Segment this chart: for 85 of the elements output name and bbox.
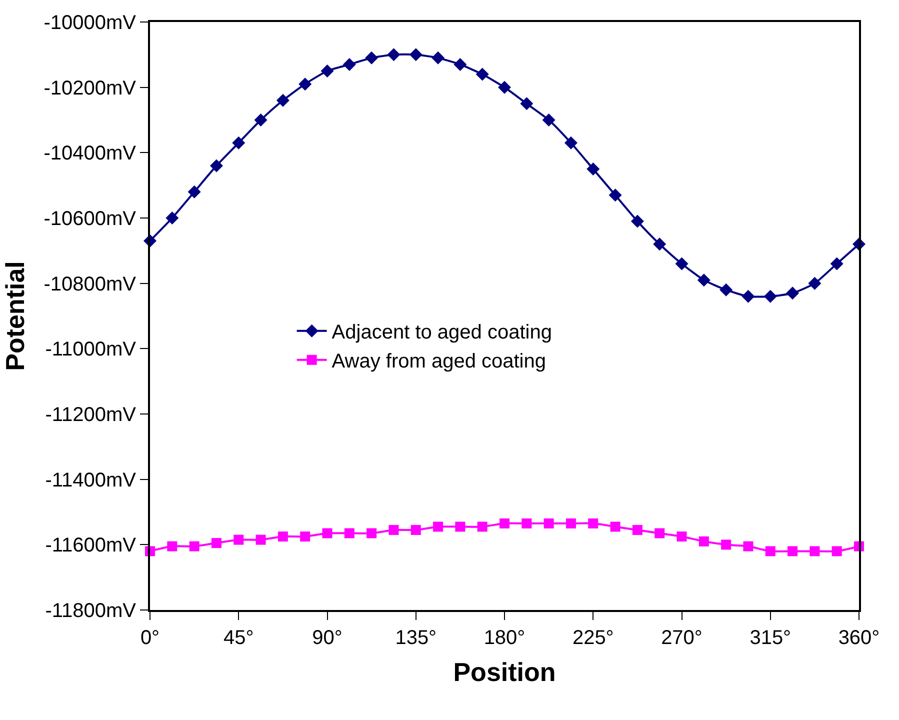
point: [500, 518, 510, 528]
point: [830, 257, 844, 270]
point: [608, 188, 622, 202]
x-tick-label: 270°: [661, 627, 702, 649]
point: [653, 238, 666, 251]
point: [610, 522, 620, 532]
point: [721, 540, 732, 550]
y-tick-label: -11000mV: [45, 338, 137, 361]
point: [675, 257, 688, 270]
point: [654, 528, 665, 538]
point: [300, 532, 310, 542]
point: [210, 159, 223, 172]
x-tick-label: 360°: [838, 627, 880, 649]
point: [832, 546, 842, 556]
point: [454, 58, 467, 71]
y-tick-label: -10000mV: [44, 12, 137, 34]
point: [743, 541, 754, 552]
point: [254, 114, 268, 126]
y-tick-label: -11200mV: [45, 404, 137, 426]
point: [256, 534, 266, 545]
point: [320, 64, 334, 78]
point: [476, 68, 489, 81]
x-tick-label: 135°: [395, 627, 437, 649]
point: [234, 534, 244, 545]
point: [232, 136, 246, 150]
y-tick-label: -11800mV: [45, 600, 137, 622]
point: [544, 518, 554, 528]
point: [455, 522, 466, 532]
point: [786, 286, 800, 300]
point: [765, 546, 776, 556]
point: [698, 536, 709, 546]
point: [477, 522, 488, 532]
legend-label: Adjacent to aged coating: [332, 322, 552, 344]
legend-label: Away from aged coating: [332, 350, 546, 373]
x-tick-label: 0°: [140, 627, 160, 649]
point: [564, 136, 578, 150]
y-tick-label: -10800mV: [44, 273, 137, 296]
point: [342, 58, 356, 71]
point: [189, 541, 200, 552]
point: [630, 214, 644, 228]
y-tick-label: -11600mV: [45, 534, 137, 557]
point: [810, 546, 820, 556]
point: [298, 78, 312, 91]
point: [498, 80, 511, 94]
point: [588, 518, 598, 528]
point: [632, 524, 642, 535]
point: [522, 518, 532, 528]
point: [788, 546, 798, 556]
x-axis-title: Position: [453, 657, 556, 688]
y-tick-label: -10400mV: [44, 142, 137, 165]
point: [432, 51, 445, 64]
point: [344, 528, 354, 538]
y-tick-label: -11400mV: [45, 469, 137, 492]
y-axis-title: Potential: [0, 261, 30, 371]
point: [586, 162, 600, 176]
point: [697, 274, 710, 287]
point: [388, 524, 399, 535]
x-tick-label: 315°: [750, 627, 792, 649]
point: [764, 290, 777, 303]
point: [211, 538, 222, 548]
point: [278, 532, 288, 542]
point: [366, 528, 377, 538]
point: [742, 290, 755, 303]
x-tick-label: 225°: [572, 627, 614, 649]
point: [720, 283, 733, 296]
point: [520, 97, 534, 110]
point: [542, 114, 556, 126]
point: [433, 522, 444, 532]
y-tick-label: -10600mV: [44, 208, 137, 230]
point: [365, 51, 378, 64]
x-tick-label: 180°: [484, 627, 526, 649]
point: [676, 532, 687, 542]
point: [167, 541, 178, 552]
point: [410, 524, 421, 535]
point: [322, 528, 332, 538]
x-tick-label: 45°: [224, 627, 254, 649]
point: [808, 276, 822, 290]
point: [387, 48, 400, 62]
point: [188, 185, 201, 198]
point: [166, 212, 179, 224]
x-tick-label: 90°: [312, 627, 342, 649]
point: [409, 48, 422, 62]
point: [276, 94, 290, 107]
point: [566, 518, 576, 528]
y-tick-label: -10200mV: [44, 77, 137, 100]
